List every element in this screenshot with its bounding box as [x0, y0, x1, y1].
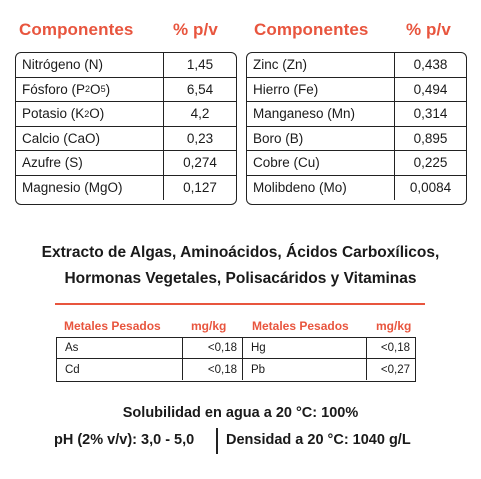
component-name: Zinc (Zn) — [247, 53, 395, 77]
component-value: 0,314 — [413, 106, 448, 122]
component-name: Hierro (Fe) — [247, 77, 395, 101]
metal-value: <0,18 — [183, 338, 243, 358]
metal-value: <0,27 — [380, 363, 410, 376]
right-header-name: Componentes — [254, 20, 369, 39]
metal-value: <0,18 — [183, 359, 243, 380]
table-row: Hierro (Fe) 0,494 — [247, 77, 466, 102]
component-name: Calcio (CaO) — [16, 126, 164, 150]
component-name: Potasio (K 2 O) — [16, 102, 164, 126]
ph-text: pH (2% v/v): 3,0 - 5,0 — [54, 432, 195, 448]
component-name: Azufre (S) — [16, 151, 164, 175]
footer-separator — [216, 428, 218, 454]
component-value: 4,2 — [190, 106, 210, 122]
density-text: Densidad a 20 °C: 1040 g/L — [226, 432, 411, 448]
right-header-value: % p/v — [406, 20, 451, 39]
component-value: 0,494 — [413, 81, 448, 97]
component-value: 0,0084 — [409, 180, 452, 196]
table-row: Zinc (Zn) 0,438 — [247, 53, 466, 78]
table-row: Nitrógeno (N) 1,45 — [16, 53, 236, 78]
heavy-metals-table: As <0,18 Hg <0,18 Cd <0,18 Pb <0,27 — [56, 337, 416, 382]
component-name: Nitrógeno (N) — [16, 53, 164, 77]
component-name: Molibdeno (Mo) — [247, 175, 395, 200]
metals-header-name-2: Metales Pesados — [252, 319, 349, 333]
table-row: Magnesio (MgO) 0,127 — [16, 175, 236, 200]
component-name: Manganeso (Mn) — [247, 102, 395, 126]
table-row: As <0,18 Hg <0,18 — [57, 338, 415, 359]
component-name: Fósforo (P 2 O 5) — [16, 77, 164, 101]
component-value: 0,127 — [183, 180, 217, 196]
left-header-name: Componentes — [19, 20, 134, 39]
component-name: Cobre (Cu) — [247, 151, 395, 175]
component-value: 0,23 — [186, 130, 214, 146]
component-value: 0,895 — [413, 130, 448, 146]
solubility-text: Solubilidad en agua a 20 °C: 100% — [122, 405, 359, 421]
right-composition-table: Zinc (Zn) 0,438 Hierro (Fe) 0,494 Mangan… — [246, 52, 467, 205]
metals-header-name-1: Metales Pesados — [64, 319, 161, 333]
left-composition-table: Nitrógeno (N) 1,45 Fósforo (P 2 O 5) 6,54 P… — [15, 52, 237, 205]
table-row: Cd <0,18 Pb <0,27 — [57, 359, 415, 380]
metal-name: Pb — [243, 359, 367, 380]
component-value: 0,274 — [183, 155, 217, 171]
table-row: Cobre (Cu) 0,225 — [247, 151, 466, 176]
metal-name: Hg — [243, 338, 367, 358]
left-header-value: % p/v — [173, 20, 218, 39]
metal-name: As — [57, 338, 183, 358]
table-row: Azufre (S) 0,274 — [16, 151, 236, 176]
accent-divider — [55, 303, 425, 305]
table-row: Potasio (K 2 O) 4,2 — [16, 102, 236, 127]
product-description-line2: Hormonas Vegetales, Polisacáridos y Vita… — [64, 270, 417, 287]
metal-name: Cd — [57, 359, 183, 380]
table-row: Molibdeno (Mo) 0,0084 — [247, 175, 466, 200]
metal-value: <0,18 — [380, 342, 410, 354]
metals-header-unit-1: mg/kg — [191, 319, 227, 333]
component-value: 0,438 — [413, 57, 448, 73]
component-value: 0,225 — [413, 155, 448, 171]
table-row: Fósforo (P 2 O 5) 6,54 — [16, 77, 236, 102]
component-name: Boro (B) — [247, 126, 395, 150]
component-name: Magnesio (MgO) — [16, 175, 164, 200]
component-value: 6,54 — [186, 81, 214, 97]
table-row: Manganeso (Mn) 0,314 — [247, 102, 466, 127]
metals-header-unit-2: mg/kg — [376, 319, 412, 333]
component-value: 1,45 — [186, 57, 214, 73]
table-row: Calcio (CaO) 0,23 — [16, 126, 236, 151]
product-description-line1: Extracto de Algas, Aminoácidos, Ácidos C… — [41, 244, 440, 261]
table-row: Boro (B) 0,895 — [247, 126, 466, 151]
